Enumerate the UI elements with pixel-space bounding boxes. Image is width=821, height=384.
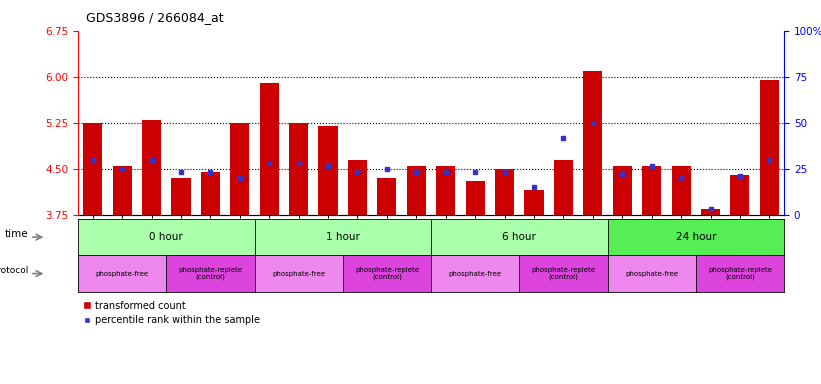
Bar — [112, 166, 131, 215]
Bar — [142, 120, 161, 215]
Bar — [201, 172, 220, 215]
Text: 6 hour: 6 hour — [502, 232, 536, 242]
Text: phosphate-free: phosphate-free — [625, 271, 678, 276]
Text: time: time — [5, 229, 29, 239]
Bar — [319, 126, 337, 215]
Bar — [289, 123, 308, 215]
Text: growth protocol: growth protocol — [0, 266, 29, 275]
Text: phosphate-free: phosphate-free — [272, 271, 325, 276]
Bar — [348, 160, 367, 215]
Bar — [406, 166, 426, 215]
Text: phosphate-replete
(control): phosphate-replete (control) — [178, 267, 242, 280]
Legend: transformed count, percentile rank within the sample: transformed count, percentile rank withi… — [83, 301, 260, 325]
Bar — [495, 169, 514, 215]
Bar — [612, 166, 632, 215]
Bar — [466, 181, 484, 215]
Bar — [554, 160, 573, 215]
Text: phosphate-replete
(control): phosphate-replete (control) — [531, 267, 595, 280]
Bar — [701, 209, 720, 215]
Text: 0 hour: 0 hour — [149, 232, 183, 242]
Bar — [759, 80, 779, 215]
Text: phosphate-free: phosphate-free — [448, 271, 502, 276]
Bar — [83, 123, 103, 215]
Bar — [378, 178, 397, 215]
Bar — [672, 166, 690, 215]
Bar — [642, 166, 661, 215]
Text: phosphate-replete
(control): phosphate-replete (control) — [355, 267, 419, 280]
Text: 1 hour: 1 hour — [326, 232, 360, 242]
Bar — [436, 166, 456, 215]
Text: GDS3896 / 266084_at: GDS3896 / 266084_at — [86, 12, 224, 25]
Text: phosphate-free: phosphate-free — [95, 271, 149, 276]
Bar — [583, 71, 603, 215]
Bar — [259, 83, 279, 215]
Bar — [731, 175, 750, 215]
Text: 24 hour: 24 hour — [676, 232, 716, 242]
Bar — [230, 123, 250, 215]
Bar — [172, 178, 190, 215]
Bar — [525, 190, 544, 215]
Text: phosphate-replete
(control): phosphate-replete (control) — [708, 267, 772, 280]
